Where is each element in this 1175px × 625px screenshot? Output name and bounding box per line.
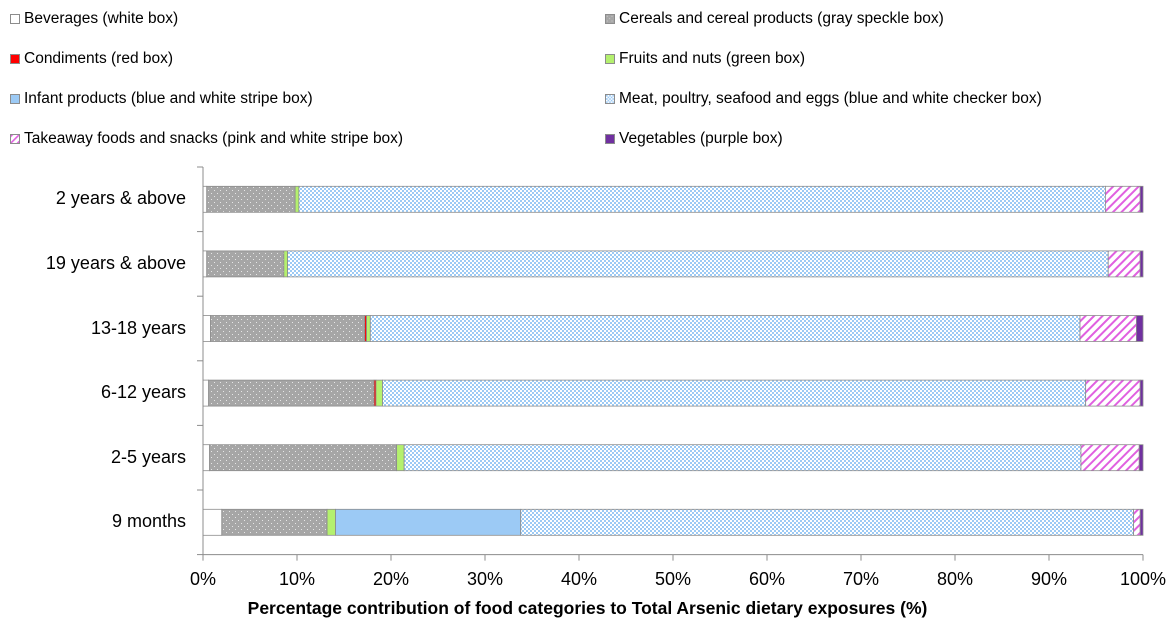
bar-segment (206, 185, 296, 213)
x-tick-label: 10% (278, 568, 316, 589)
x-tick-label: 80% (936, 568, 974, 589)
x-tick-label: 100% (1119, 568, 1167, 589)
axes-group (197, 166, 1144, 561)
x-tick-label: 40% (560, 568, 598, 589)
bars-group (202, 185, 1144, 536)
bar-segment (1079, 315, 1137, 342)
legend-item: Takeaway foods and snacks (pink and whit… (10, 130, 403, 148)
bar-segment (366, 315, 371, 342)
category-label: 2-5 years (110, 446, 186, 467)
bar-segment (208, 379, 375, 407)
bar-segment (1136, 315, 1144, 342)
bar-segment (1133, 508, 1141, 536)
bar-segment (520, 508, 1134, 536)
bar-segment (287, 250, 1109, 278)
bar-segment (1138, 444, 1144, 472)
bar-segment (283, 250, 288, 278)
legend-swatch (10, 14, 20, 24)
x-tick-label: 70% (842, 568, 880, 589)
bar-segment (202, 379, 210, 407)
bar-segment (221, 508, 328, 536)
legend-swatch (605, 134, 615, 144)
bar-segment (375, 379, 383, 407)
bar-segment (403, 444, 1082, 472)
bar-segment (1085, 379, 1141, 407)
legend-label: Condiments (red box) (24, 50, 174, 67)
bar-segment (206, 250, 285, 278)
bar-segment (294, 185, 300, 213)
bar-segment (369, 315, 1081, 342)
bar-segment (326, 508, 336, 536)
legend-label: Takeaway foods and snacks (pink and whit… (24, 130, 404, 147)
bar-segment (202, 444, 210, 472)
x-tick-label: 60% (748, 568, 786, 589)
legend-label: Meat, poultry, seafood and eggs (blue an… (619, 90, 1042, 107)
legend-swatch (605, 94, 615, 104)
legend-label: Beverages (white box) (24, 10, 179, 27)
legend-item: Infant products (blue and white stripe b… (10, 90, 313, 108)
bar-segment (1105, 185, 1141, 213)
legend-swatch (10, 94, 20, 104)
legend-swatch (605, 54, 615, 64)
legend-swatch (10, 54, 20, 64)
bar-segment (202, 508, 223, 536)
bar-segment (335, 508, 522, 536)
legend-swatch (605, 14, 615, 24)
bar-segment (298, 185, 1106, 213)
bar-segment (209, 444, 398, 472)
bar-segment (1139, 250, 1144, 278)
bar-segment (202, 250, 208, 278)
legend-item: Cereals and cereal products (gray speckl… (605, 10, 944, 28)
legend-swatch (10, 134, 20, 144)
legend-label: Infant products (blue and white stripe b… (24, 90, 313, 107)
legend-item: Vegetables (purple box) (605, 130, 783, 148)
legend-label: Fruits and nuts (green box) (619, 50, 806, 67)
bar-segment (202, 315, 211, 342)
bar-segment (1107, 250, 1141, 278)
legend-item: Fruits and nuts (green box) (605, 50, 805, 68)
bar-segment (210, 315, 366, 342)
x-axis-label: Percentage contribution of food categori… (247, 598, 928, 618)
legend-label: Vegetables (purple box) (619, 130, 783, 147)
x-tick-label: 90% (1030, 568, 1068, 589)
category-label: 19 years & above (45, 252, 186, 273)
legend-item: Condiments (red box) (10, 50, 173, 68)
bar-segment (1139, 379, 1144, 407)
category-label: 2 years & above (55, 188, 186, 209)
bar-segment (1139, 508, 1144, 536)
legend-label: Cereals and cereal products (gray speckl… (619, 10, 944, 27)
legend-item: Beverages (white box) (10, 10, 178, 28)
x-tick-label: 20% (372, 568, 410, 589)
bar-segment (1139, 185, 1144, 213)
bar-segment (202, 185, 208, 213)
bar-segment (1080, 444, 1140, 472)
bar-segment (396, 444, 405, 472)
x-tick-label: 0% (189, 568, 216, 589)
category-label: 6-12 years (100, 382, 186, 403)
x-tick-label: 30% (466, 568, 504, 589)
x-tick-label: 50% (654, 568, 692, 589)
category-label: 9 months (111, 511, 186, 532)
legend-item: Meat, poultry, seafood and eggs (blue an… (605, 90, 1042, 108)
category-label: 13-18 years (90, 317, 186, 338)
bar-segment (382, 379, 1087, 407)
